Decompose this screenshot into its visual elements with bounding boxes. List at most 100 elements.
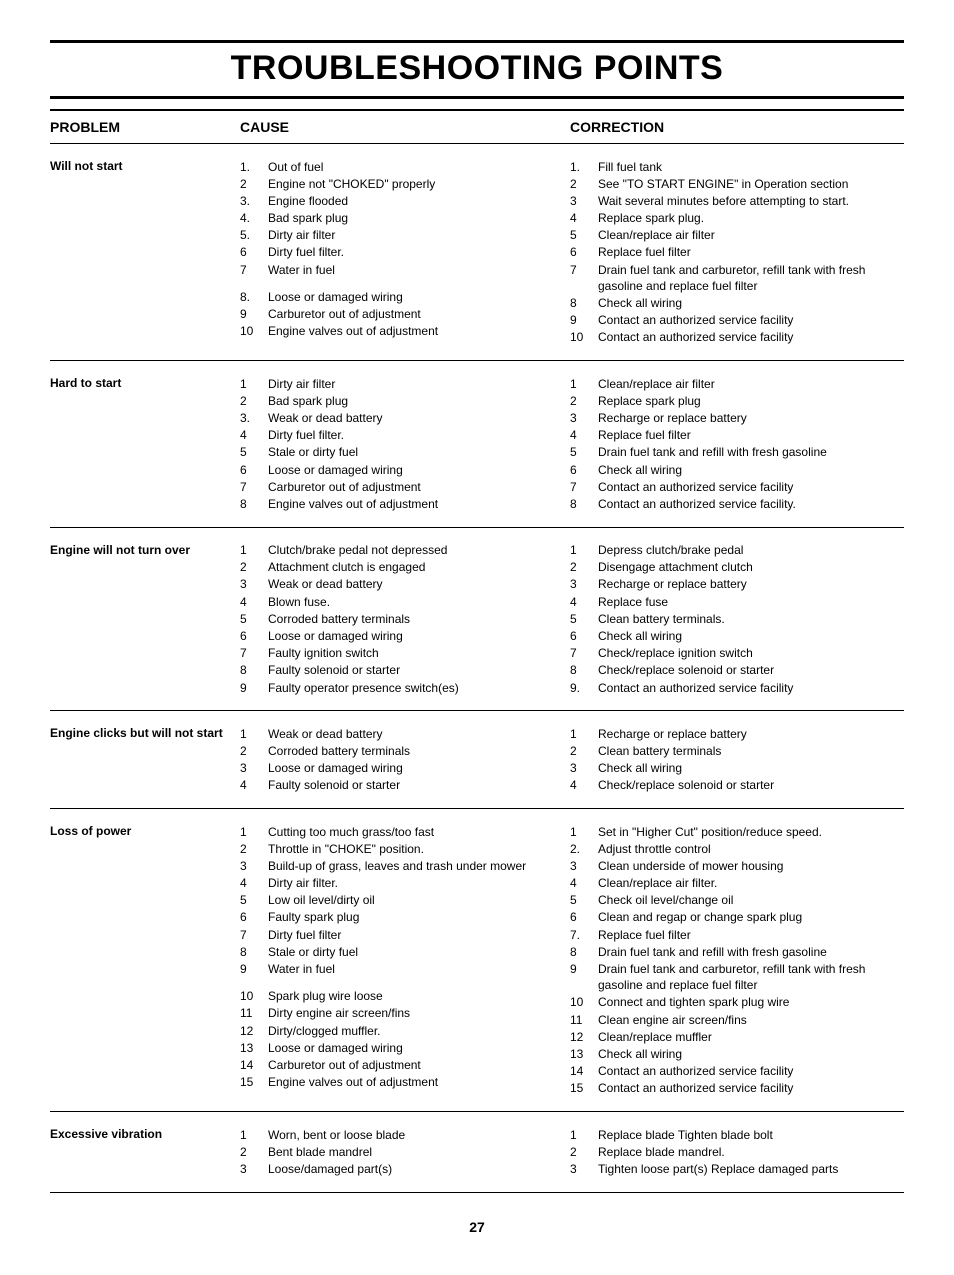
item-text: Water in fuel: [268, 262, 335, 278]
item-number: 6: [240, 628, 258, 644]
item-text: Wait several minutes before attempting t…: [598, 193, 849, 209]
list-item: 2Replace blade mandrel.: [570, 1143, 898, 1160]
list-item: 1.Out of fuel: [240, 158, 564, 175]
item-text: Dirty air filter: [268, 227, 335, 243]
list-item: 9Drain fuel tank and carburetor, refill …: [570, 961, 898, 994]
list-item: 1Recharge or replace battery: [570, 725, 898, 742]
item-text: Replace spark plug.: [598, 210, 704, 226]
item-number: 8: [570, 295, 588, 311]
item-number: 11: [570, 1012, 588, 1028]
list-item: 3 Tighten loose part(s) Replace damaged p…: [570, 1160, 898, 1177]
item-number: 5: [240, 444, 258, 460]
item-text: Replace fuel filter: [598, 927, 691, 943]
item-number: 7.: [570, 927, 588, 943]
list-item: 1Clean/replace air filter: [570, 375, 898, 392]
list-item: 4Dirty air filter.: [240, 875, 564, 892]
item-number: 1.: [570, 159, 588, 175]
list-item: 5Drain fuel tank and refill with fresh g…: [570, 444, 898, 461]
list-item: 14Contact an authorized service facility: [570, 1063, 898, 1080]
item-list: 1Set in "Higher Cut" position/reduce spe…: [570, 823, 898, 1097]
item-number: 1: [240, 542, 258, 558]
item-number: 1.: [240, 159, 258, 175]
header-correction: CORRECTION: [570, 110, 904, 144]
table-header-row: PROBLEM CAUSE CORRECTION: [50, 110, 904, 144]
list-item: 4Check/replace solenoid or starter: [570, 777, 898, 794]
item-text: Clean/replace air filter.: [598, 875, 717, 891]
item-number: 4: [570, 777, 588, 793]
item-text: Engine not "CHOKED" properly: [268, 176, 435, 192]
item-number: 5: [570, 892, 588, 908]
item-text: Engine flooded: [268, 193, 348, 209]
list-item: 2Throttle in "CHOKE" position.: [240, 840, 564, 857]
item-number: 2: [240, 743, 258, 759]
list-item: 6Check all wiring: [570, 628, 898, 645]
list-item: 8.Loose or damaged wiring: [240, 288, 564, 305]
list-item: 6Loose or damaged wiring: [240, 461, 564, 478]
item-text: Clean engine air screen/fins: [598, 1012, 747, 1028]
item-text: Contact an authorized service facility: [598, 312, 793, 328]
item-number: 8: [570, 944, 588, 960]
list-item: 3Weak or dead battery: [240, 576, 564, 593]
list-item: 6Check all wiring: [570, 461, 898, 478]
item-number: 9.: [570, 680, 588, 696]
correction-cell: 1Recharge or replace battery2Clean batte…: [570, 711, 904, 809]
item-number: 6: [240, 462, 258, 478]
item-number: 4: [240, 427, 258, 443]
item-text: Attachment clutch is engaged: [268, 559, 425, 575]
item-number: 1: [570, 376, 588, 392]
item-number: 2: [570, 743, 588, 759]
item-text: Spark plug wire loose: [268, 988, 383, 1004]
item-text: Check all wiring: [598, 1046, 682, 1062]
list-item: 4Blown fuse.: [240, 593, 564, 610]
item-text: Tighten loose part(s) Replace damaged pa…: [598, 1161, 838, 1177]
item-number: 1: [240, 376, 258, 392]
list-item: 2Attachment clutch is engaged: [240, 559, 564, 576]
item-number: 1: [570, 726, 588, 742]
list-item: 2Bad spark plug: [240, 392, 564, 409]
table-row: Loss of power1Cutting too much grass/too…: [50, 809, 904, 1112]
correction-cell: 1Replace blade Tighten blade bolt2Replac…: [570, 1112, 904, 1193]
item-text: Corroded battery terminals: [268, 743, 410, 759]
table-row: Will not start1.Out of fuel2Engine not "…: [50, 144, 904, 361]
list-item: 5Low oil level/dirty oil: [240, 892, 564, 909]
item-number: 3: [240, 858, 258, 874]
item-text: Recharge or replace battery: [598, 410, 747, 426]
item-text: Drain fuel tank and refill with fresh ga…: [598, 444, 827, 460]
item-text: Drain fuel tank and refill with fresh ga…: [598, 944, 827, 960]
item-number: 8: [570, 496, 588, 512]
list-item: 2.Adjust throttle control: [570, 840, 898, 857]
item-text: Carburetor out of adjustment: [268, 1057, 421, 1073]
item-number: 7: [240, 645, 258, 661]
list-item: 3Check all wiring: [570, 760, 898, 777]
item-number: 6: [570, 244, 588, 260]
item-text: Fill fuel tank: [598, 159, 662, 175]
list-item: 4Replace spark plug.: [570, 210, 898, 227]
list-item: 2Replace spark plug: [570, 392, 898, 409]
item-number: 8: [240, 944, 258, 960]
list-item: 2Engine not "CHOKED" properly: [240, 175, 564, 192]
item-list: 1Depress clutch/brake pedal2Disengage at…: [570, 542, 898, 697]
item-number: 1: [240, 726, 258, 742]
item-text: Check all wiring: [598, 628, 682, 644]
list-item: 7Faulty ignition switch: [240, 645, 564, 662]
item-text: Faulty solenoid or starter: [268, 777, 400, 793]
item-text: Clean underside of mower housing: [598, 858, 783, 874]
item-number: 3: [570, 1161, 588, 1177]
item-number: 4: [240, 594, 258, 610]
list-item: 5Check oil level/change oil: [570, 892, 898, 909]
list-item: 8Engine valves out of adjustment: [240, 495, 564, 512]
cause-cell: 1Worn, bent or loose blade2Bent blade ma…: [240, 1112, 570, 1193]
item-text: Loose or damaged wiring: [268, 760, 403, 776]
item-list: 1Replace blade Tighten blade bolt2Replac…: [570, 1126, 898, 1178]
list-item: 4Replace fuse: [570, 593, 898, 610]
list-item: 7Drain fuel tank and carburetor, refill …: [570, 261, 898, 294]
item-text: Worn, bent or loose blade: [268, 1127, 405, 1143]
item-text: Contact an authorized service facility: [598, 1063, 793, 1079]
item-number: 5.: [240, 227, 258, 243]
list-item: 7. Replace fuel filter: [570, 926, 898, 943]
item-list: 1Recharge or replace battery2Clean batte…: [570, 725, 898, 794]
item-text: Dirty air filter.: [268, 875, 338, 891]
list-item: 6Replace fuel filter: [570, 244, 898, 261]
list-item: 13Check all wiring: [570, 1045, 898, 1062]
list-item: 9.Contact an authorized service facility: [570, 679, 898, 696]
